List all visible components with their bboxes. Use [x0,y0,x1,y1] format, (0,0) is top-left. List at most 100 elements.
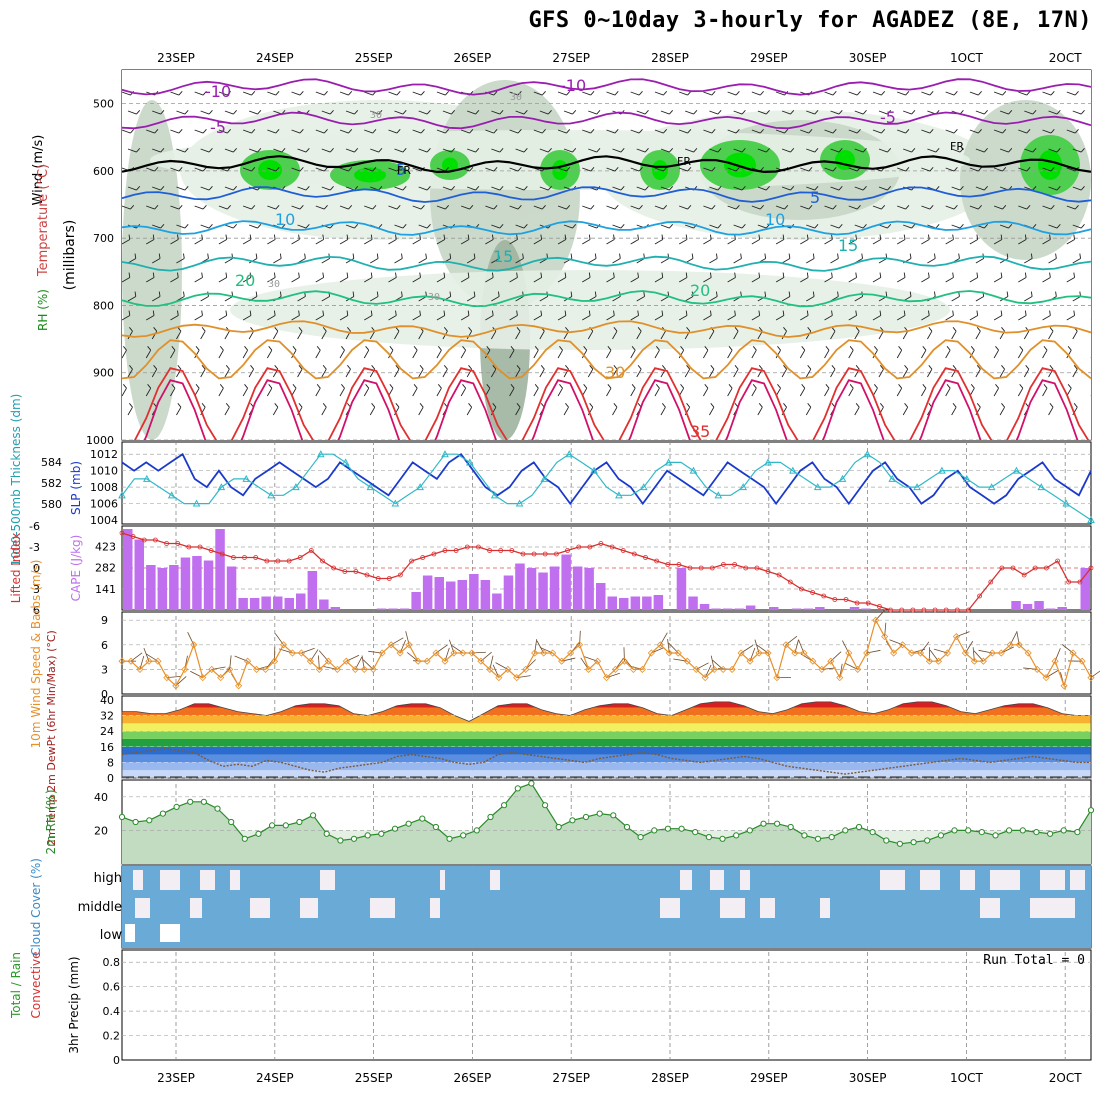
wind-speed-point [315,665,323,673]
wind-barb-flag [401,253,403,259]
lifted-index-point [386,576,392,581]
cloud-clear-high [1070,870,1085,890]
wind-barb [491,296,500,302]
wind-barb [364,239,373,245]
wind-barb [272,406,279,416]
date-label-top: 27SEP [552,51,590,65]
wind-barb-flag [445,167,450,172]
rh-point [405,820,412,827]
wind-barb [781,110,791,115]
wind-barb-flag [1043,346,1048,351]
wind-barb-flag [378,148,383,153]
wind-barb [152,110,161,115]
rh-point [1006,827,1013,834]
wind-barb-flag [354,148,359,153]
wind-barb-flag [837,253,839,259]
wind-barb-flag [129,365,133,370]
wind-barb [903,224,912,229]
wind-barb [1042,387,1048,397]
thickness-point [813,483,822,491]
lifted-index-point [654,558,659,564]
wind-speed-point [226,665,234,673]
li-tick: 0 [33,562,40,575]
temp-tick: 8 [107,756,114,769]
wind-barb [1072,148,1082,153]
wind-barb [1090,243,1091,244]
wind-speed-point [459,649,467,657]
wind-barb [339,91,349,96]
wind-barb-flag [389,346,394,351]
wind-barb [176,258,185,264]
wind-barb [975,110,985,115]
dewpoint-series [121,747,1091,775]
wind10m-axis-title: 10m Wind Speed & Barbs (m/s) [29,560,43,749]
wind-barb-flag [995,384,999,389]
cape-bar [1011,601,1021,610]
rh-point [596,810,603,817]
wind-barb-flag [177,234,179,240]
wind-barb [394,110,404,115]
wind-speed-point [172,682,180,690]
wind-barb-flag [469,205,474,210]
wind-barb-flag [952,234,954,240]
wind-barb-flag [1049,272,1051,278]
wind-barb-flag [831,365,836,370]
wind-barb [218,205,228,210]
wind-barb-flag [717,224,722,229]
wind-barb [176,224,186,229]
wind-barb [751,205,761,210]
wind-barb-flag [445,91,450,96]
wind-barb [1042,277,1051,283]
wind-barb [291,91,301,96]
contour-label: -5 [880,108,896,127]
wind-barb [127,296,137,302]
wind-barb-flag [1073,310,1076,316]
wind-barb [170,315,179,321]
temp-tick: 24 [100,725,114,738]
wind-barb [800,277,809,283]
wind-barb-flag [788,291,791,297]
wind-speed-point [181,665,189,673]
lifted-index-point [988,579,994,585]
wind-barb [1048,330,1054,340]
wind-barb-flag [1008,224,1013,229]
wind-barb [122,91,131,96]
wind-barb [824,387,830,397]
wind-barb [557,239,567,245]
rh-point [746,827,753,834]
wind-barb [297,224,307,229]
temp-tick: 40 [100,694,114,707]
rh-region-max [1038,150,1062,180]
wind-barb-flag [178,129,183,134]
lifted-index-point [888,607,893,613]
wind-speed-point [118,657,126,665]
wind-barb [394,186,404,191]
wind-barb [339,239,349,245]
wind-barb-flag [855,327,860,332]
wind-barb [315,91,325,96]
wind-barb-flag [952,403,957,408]
wind-barb [1042,167,1052,172]
wind-barb-flag [572,224,577,229]
wind-barb-flag [759,205,764,210]
wind-barb [218,387,224,397]
wind-barb [630,91,640,96]
wind-barb [267,315,276,321]
wind-barb-flag [426,110,431,115]
wind-barb-flag [693,148,698,153]
wind-barb-flag [1049,310,1051,316]
cape-bar [411,592,421,610]
wind-speed-point [755,649,763,657]
lifted-index-point [943,607,949,613]
wind-speed-point [800,649,808,657]
wind-barb [897,129,906,134]
wind-barb [636,148,646,153]
wind-barb [588,258,597,264]
cloud-clear-high [920,870,940,890]
precip-tick: 0.4 [103,1005,121,1018]
wind-barb-flag [493,91,498,96]
wind-barb-flag [419,310,421,316]
wind-barb-flag [467,310,470,316]
wind-barb [418,296,427,302]
wind-barb [394,330,400,340]
